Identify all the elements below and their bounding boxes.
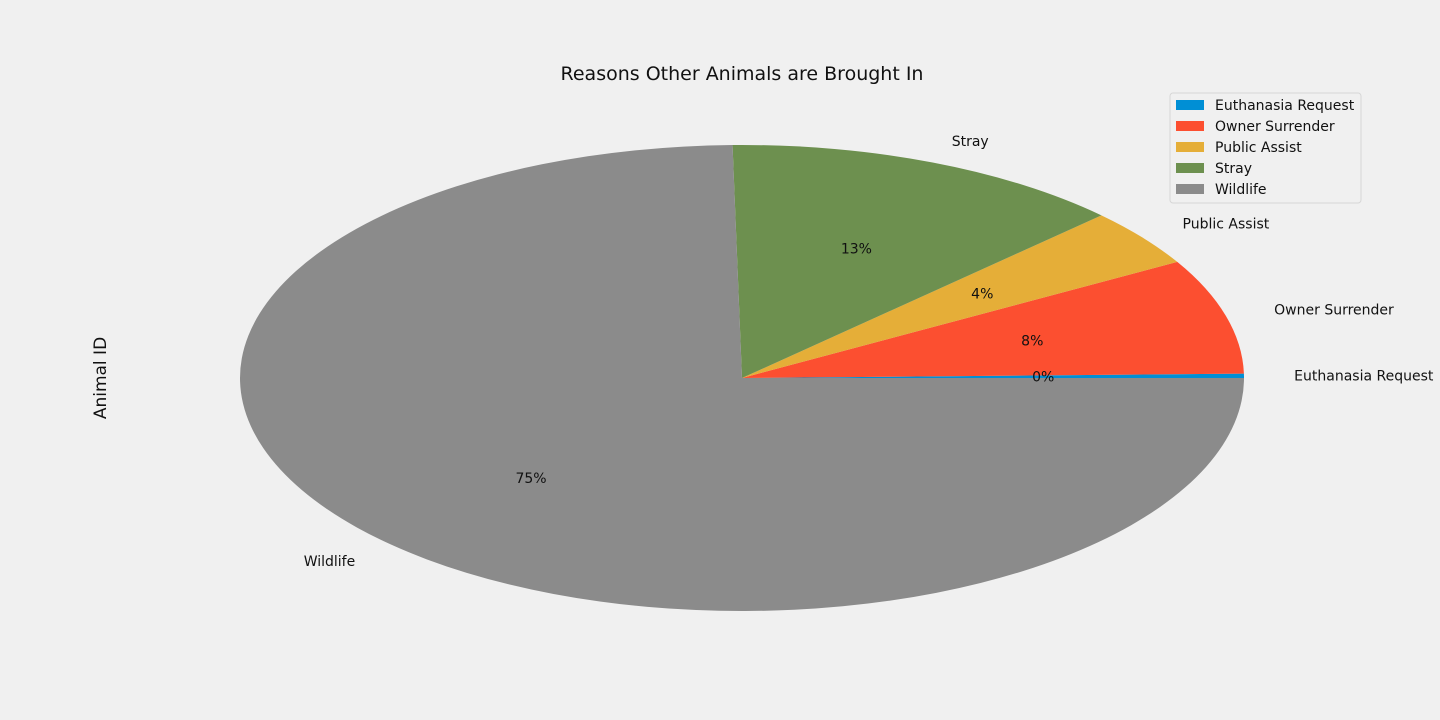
slice-label-owner-surrender: Owner Surrender bbox=[1274, 303, 1394, 319]
legend-swatch-public-assist bbox=[1176, 142, 1204, 152]
pie-slice-stray bbox=[732, 145, 1102, 378]
pie-slice-owner-surrender bbox=[742, 261, 1244, 378]
legend: Euthanasia Request Owner Surrender Public … bbox=[1169, 92, 1362, 204]
pct-label-public-assist: 4% bbox=[971, 287, 993, 303]
slice-label-euthanasia-request: Euthanasia Request bbox=[1294, 369, 1434, 385]
pie-slice-public-assist bbox=[742, 215, 1178, 378]
y-axis-label: Animal ID bbox=[91, 337, 111, 419]
legend-label-euthanasia-request: Euthanasia Request bbox=[1215, 98, 1355, 114]
chart-title: Reasons Other Animals are Brought In bbox=[561, 63, 924, 85]
legend-box bbox=[1169, 92, 1362, 204]
slice-label-wildlife: Wildlife bbox=[304, 554, 356, 570]
legend-label-owner-surrender: Owner Surrender bbox=[1215, 119, 1335, 135]
pct-label-euthanasia-request: 0% bbox=[1032, 370, 1054, 386]
pie-labels: Euthanasia Request 0% Owner Surrender 8% Pub… bbox=[304, 134, 1434, 570]
legend-swatch-owner-surrender bbox=[1176, 121, 1204, 131]
pie-slice-euthanasia-request bbox=[742, 373, 1244, 378]
pct-label-stray: 13% bbox=[841, 242, 872, 258]
legend-label-public-assist: Public Assist bbox=[1215, 140, 1302, 156]
legend-swatch-stray bbox=[1176, 163, 1204, 173]
slice-label-stray: Stray bbox=[952, 134, 989, 150]
pie-slices bbox=[240, 145, 1244, 612]
legend-swatch-euthanasia-request bbox=[1176, 100, 1204, 110]
legend-label-stray: Stray bbox=[1215, 161, 1252, 177]
pct-label-owner-surrender: 8% bbox=[1021, 334, 1043, 350]
legend-label-wildlife: Wildlife bbox=[1215, 182, 1267, 198]
pct-label-wildlife: 75% bbox=[515, 471, 546, 487]
pie-slice-wildlife bbox=[240, 145, 1244, 612]
slice-label-public-assist: Public Assist bbox=[1183, 216, 1270, 232]
legend-swatch-wildlife bbox=[1176, 184, 1204, 194]
